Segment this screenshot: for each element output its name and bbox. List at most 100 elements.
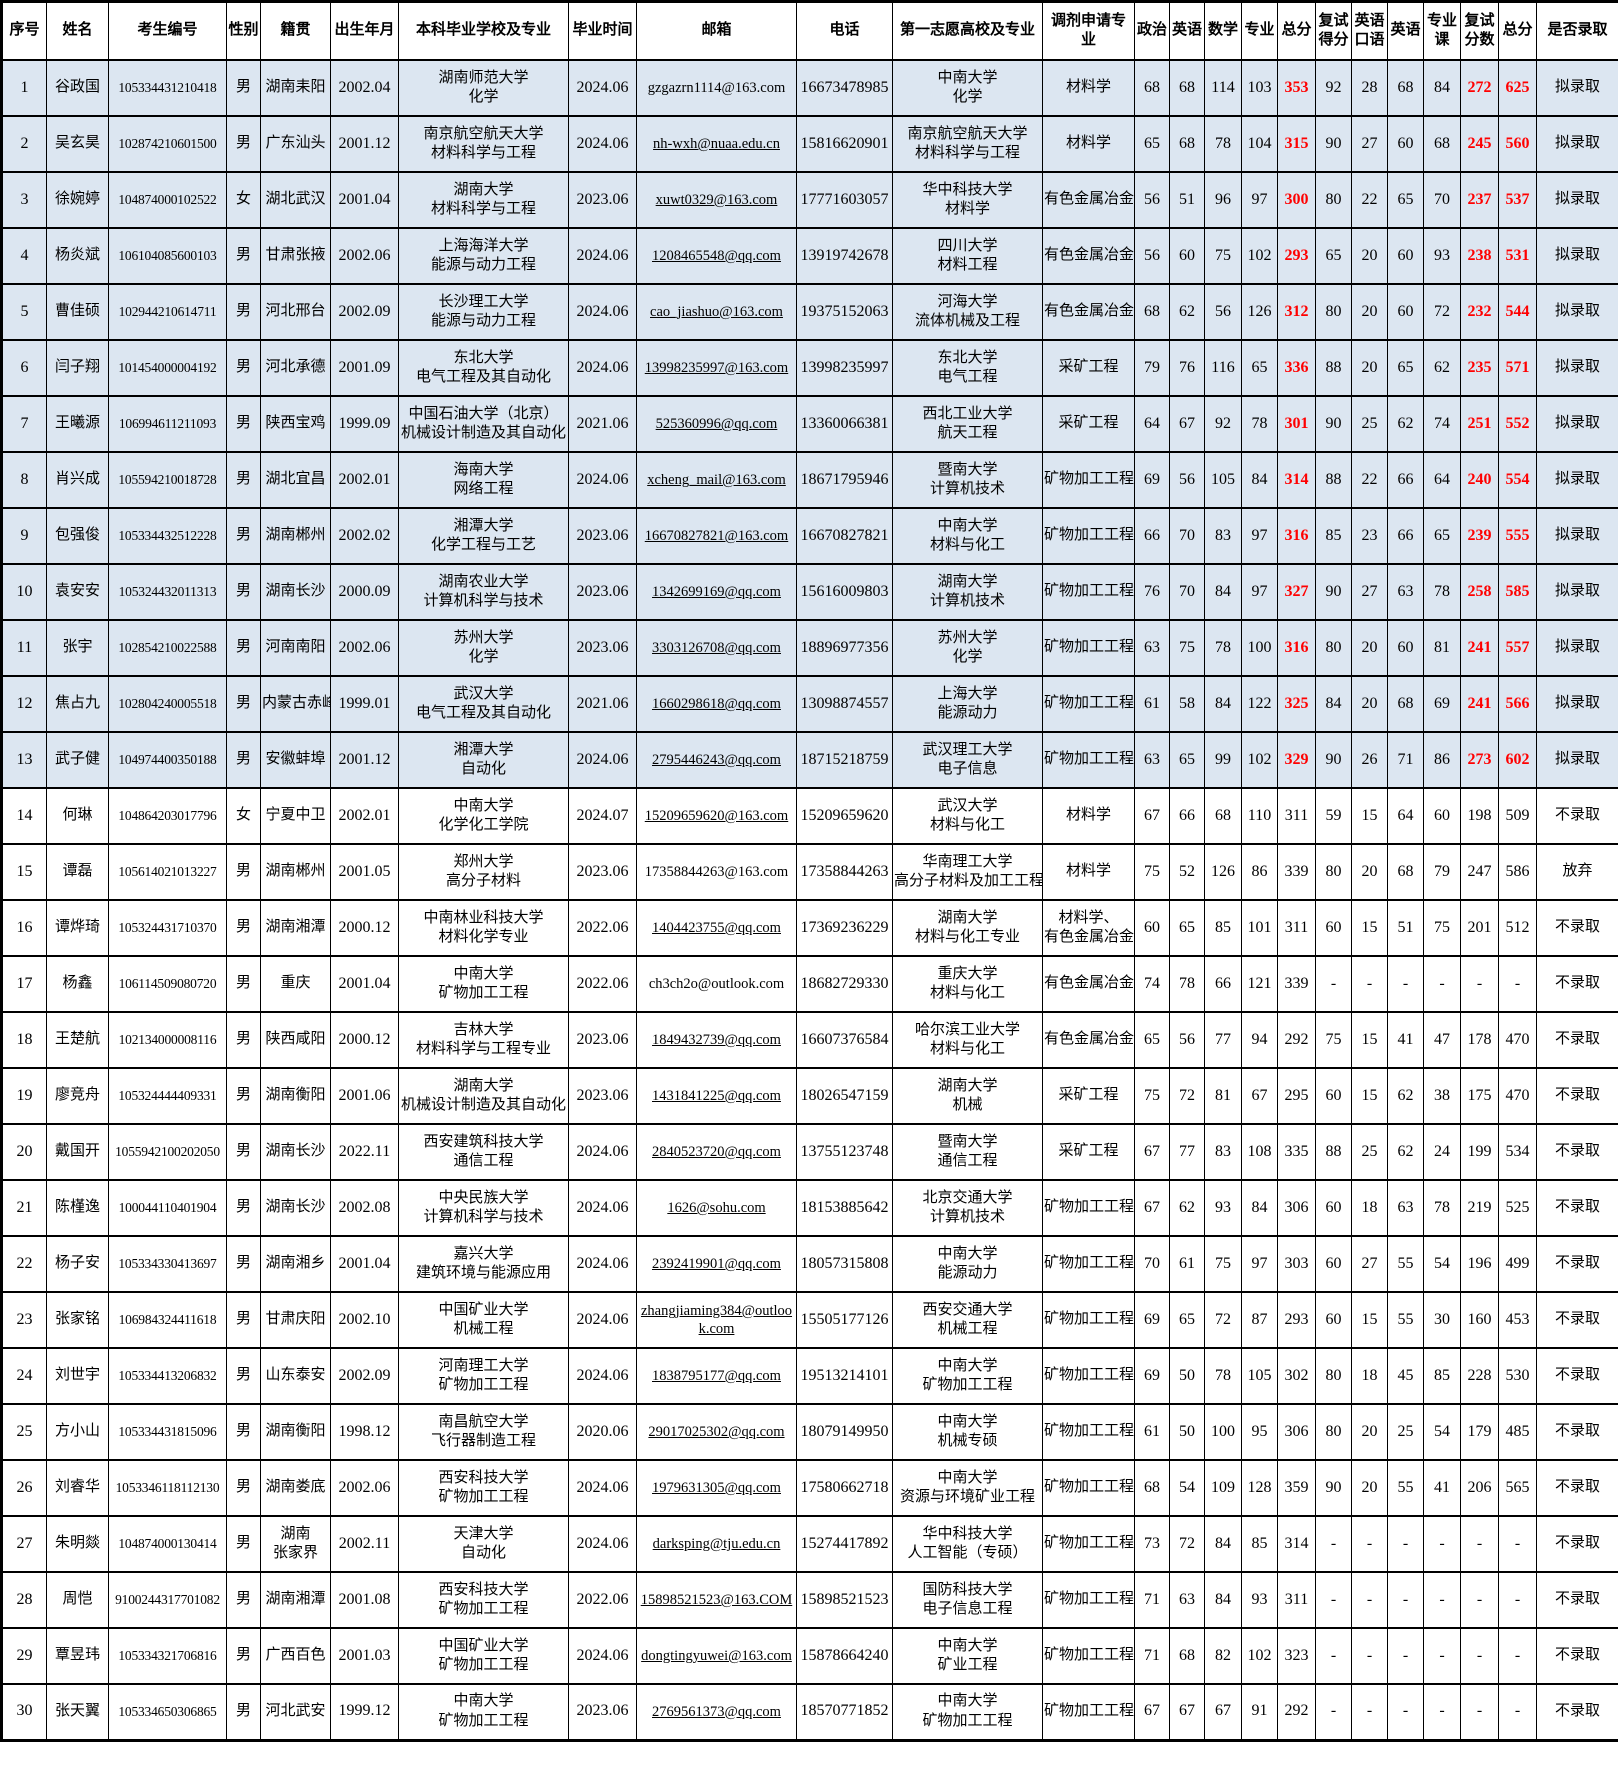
cell-retest-total: 240 — [1460, 451, 1499, 509]
cell-retest-total: 258 — [1460, 563, 1499, 621]
cell-birth-date: 2001.08 — [330, 1571, 399, 1629]
email-text[interactable]: cao_jiashuo@163.com — [650, 303, 783, 320]
cell-grad-date: 2024.06 — [568, 1515, 637, 1573]
cell-candidate-id: 104874000130414 — [108, 1515, 227, 1573]
cell-math-score: 78 — [1204, 619, 1242, 677]
cell-grad-date: 2023.06 — [568, 563, 637, 621]
cell-politics-score: 60 — [1134, 899, 1170, 957]
cell-first-choice-school-major: 国防科技大学 电子信息工程 — [892, 1571, 1043, 1629]
email-text[interactable]: 1979631305@qq.com — [652, 1479, 781, 1496]
cell-initial-total: 314 — [1277, 1515, 1316, 1573]
email-text[interactable]: 16670827821@163.com — [644, 527, 789, 544]
cell-transfer-apply-major: 采矿工程 — [1042, 395, 1135, 453]
email-text[interactable]: dongtingyuwei@163.com — [641, 1647, 792, 1664]
cell-retest-total: 160 — [1460, 1291, 1499, 1349]
email-text[interactable]: 525360996@qq.com — [655, 415, 778, 432]
cell-name: 戴国开 — [46, 1123, 109, 1181]
cell-retest-score: 85 — [1315, 507, 1352, 565]
cell-initial-total: 327 — [1277, 563, 1316, 621]
email-text[interactable]: nh-wxh@nuaa.edu.cn — [653, 135, 780, 152]
email-text[interactable]: xcheng_mail@163.com — [647, 471, 786, 488]
cell-oral-english-score: 15 — [1351, 1067, 1388, 1125]
cell-major-score: 102 — [1241, 731, 1278, 789]
cell-retest-english-score: 62 — [1387, 395, 1424, 453]
email-text[interactable]: 15898521523@163.COM — [640, 1591, 793, 1608]
cell-initial-total: 293 — [1277, 1291, 1316, 1349]
email-text[interactable]: xuwt0329@163.com — [655, 191, 778, 208]
cell-candidate-id: 102134000008116 — [108, 1011, 227, 1069]
cell-candidate-id: 102874210601500 — [108, 115, 227, 173]
cell-birth-date: 1998.12 — [330, 1403, 399, 1461]
cell-candidate-id: 104974400350188 — [108, 731, 227, 789]
cell-index: 22 — [1, 1235, 47, 1293]
email-text[interactable]: 1849432739@qq.com — [652, 1031, 781, 1048]
table-row: 28 周恺 9100244317701082 男湖南湘潭 2001.08 西安科技大学 矿… — [1, 1571, 1618, 1629]
header-major-course-score: 专业课 — [1423, 0, 1461, 61]
cell-admission-result: 不录取 — [1536, 1515, 1618, 1573]
header-admission-result: 是否录取 — [1536, 0, 1618, 61]
cell-undergrad-school-major: 湖南大学 机械设计制造及其自动化 — [398, 1067, 569, 1125]
email-text[interactable]: 2769561373@qq.com — [652, 1703, 781, 1720]
email-text[interactable]: 1838795177@qq.com — [652, 1367, 781, 1384]
cell-grad-date: 2024.06 — [568, 731, 637, 789]
cell-grad-date: 2022.06 — [568, 899, 637, 957]
cell-candidate-id: 105334431815096 — [108, 1403, 227, 1461]
cell-major-score: 101 — [1241, 899, 1278, 957]
email-text[interactable]: zhangjiaming384@outlook.com — [640, 1302, 793, 1337]
email-text[interactable]: 1626@sohu.com — [667, 1199, 766, 1216]
header-initial-total: 总分 — [1277, 0, 1316, 61]
email-text[interactable]: 3303126708@qq.com — [652, 639, 781, 656]
cell-oral-english-score: 20 — [1351, 283, 1388, 341]
cell-politics-score: 79 — [1134, 339, 1170, 397]
cell-name: 刘睿华 — [46, 1459, 109, 1517]
email-text[interactable]: 1431841225@qq.com — [652, 1087, 781, 1104]
cell-hometown: 陕西咸阳 — [260, 1011, 331, 1069]
cell-index: 10 — [1, 563, 47, 621]
email-text[interactable]: 13998235997@163.com — [644, 359, 789, 376]
cell-admission-result: 不录取 — [1536, 1403, 1618, 1461]
email-text[interactable]: darksping@tju.edu.cn — [652, 1535, 781, 1552]
cell-gender: 男 — [226, 283, 261, 341]
email-text[interactable]: 15209659620@163.com — [644, 807, 789, 824]
cell-major-course-score: 47 — [1423, 1011, 1461, 1069]
email-text[interactable]: 1342699169@qq.com — [652, 583, 781, 600]
cell-email: 1342699169@qq.com — [636, 563, 797, 621]
cell-retest-total: 247 — [1460, 843, 1499, 901]
cell-english-score: 67 — [1169, 1683, 1205, 1741]
cell-undergrad-school-major: 武汉大学 电气工程及其自动化 — [398, 675, 569, 733]
email-text[interactable]: 29017025302@qq.com — [648, 1423, 785, 1440]
cell-candidate-id: 105334330413697 — [108, 1235, 227, 1293]
cell-retest-english-score: 25 — [1387, 1403, 1424, 1461]
cell-grad-date: 2024.06 — [568, 1459, 637, 1517]
cell-phone: 13919742678 — [796, 227, 893, 285]
cell-admission-result: 放弃 — [1536, 843, 1618, 901]
cell-retest-score: 90 — [1315, 395, 1352, 453]
cell-gender: 男 — [226, 899, 261, 957]
cell-major-course-score: 54 — [1423, 1235, 1461, 1293]
email-text[interactable]: 1404423755@qq.com — [652, 919, 781, 936]
cell-hometown: 宁夏中卫 — [260, 787, 331, 845]
email-text[interactable]: 2392419901@qq.com — [652, 1255, 781, 1272]
table-row: 8 肖兴成 105594210018728 男湖北宜昌 2002.01 海南大学 网络工程… — [1, 451, 1618, 509]
cell-hometown: 河北邢台 — [260, 283, 331, 341]
cell-transfer-apply-major: 有色金属冶金 — [1042, 283, 1135, 341]
cell-retest-total: 199 — [1460, 1123, 1499, 1181]
cell-oral-english-score: 20 — [1351, 619, 1388, 677]
email-text[interactable]: 2795446243@qq.com — [652, 751, 781, 768]
cell-hometown: 湖南长沙 — [260, 1179, 331, 1237]
cell-phone: 18079149950 — [796, 1403, 893, 1461]
email-text[interactable]: 1660298618@qq.com — [652, 695, 781, 712]
cell-hometown: 重庆 — [260, 955, 331, 1013]
cell-initial-total: 300 — [1277, 171, 1316, 229]
cell-major-course-score: 62 — [1423, 339, 1461, 397]
cell-math-score: 85 — [1204, 899, 1242, 957]
email-text[interactable]: 1208465548@qq.com — [652, 247, 781, 264]
cell-hometown: 湖北武汉 — [260, 171, 331, 229]
email-text[interactable]: 2840523720@qq.com — [652, 1143, 781, 1160]
cell-retest-score: 90 — [1315, 731, 1352, 789]
table-row: 23 张家铭 106984324411618 男甘肃庆阳 2002.10 中国矿业大学 机… — [1, 1291, 1618, 1349]
cell-first-choice-school-major: 华南理工大学 高分子材料及加工工程 — [892, 843, 1043, 901]
cell-hometown: 湖南长沙 — [260, 563, 331, 621]
cell-english-score: 61 — [1169, 1235, 1205, 1293]
cell-first-choice-school-major: 河海大学 流体机械及工程 — [892, 283, 1043, 341]
